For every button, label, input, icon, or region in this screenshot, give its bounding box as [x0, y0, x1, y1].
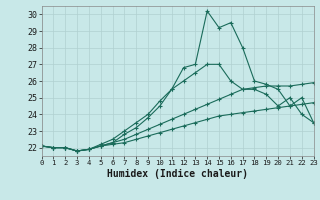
X-axis label: Humidex (Indice chaleur): Humidex (Indice chaleur): [107, 169, 248, 179]
